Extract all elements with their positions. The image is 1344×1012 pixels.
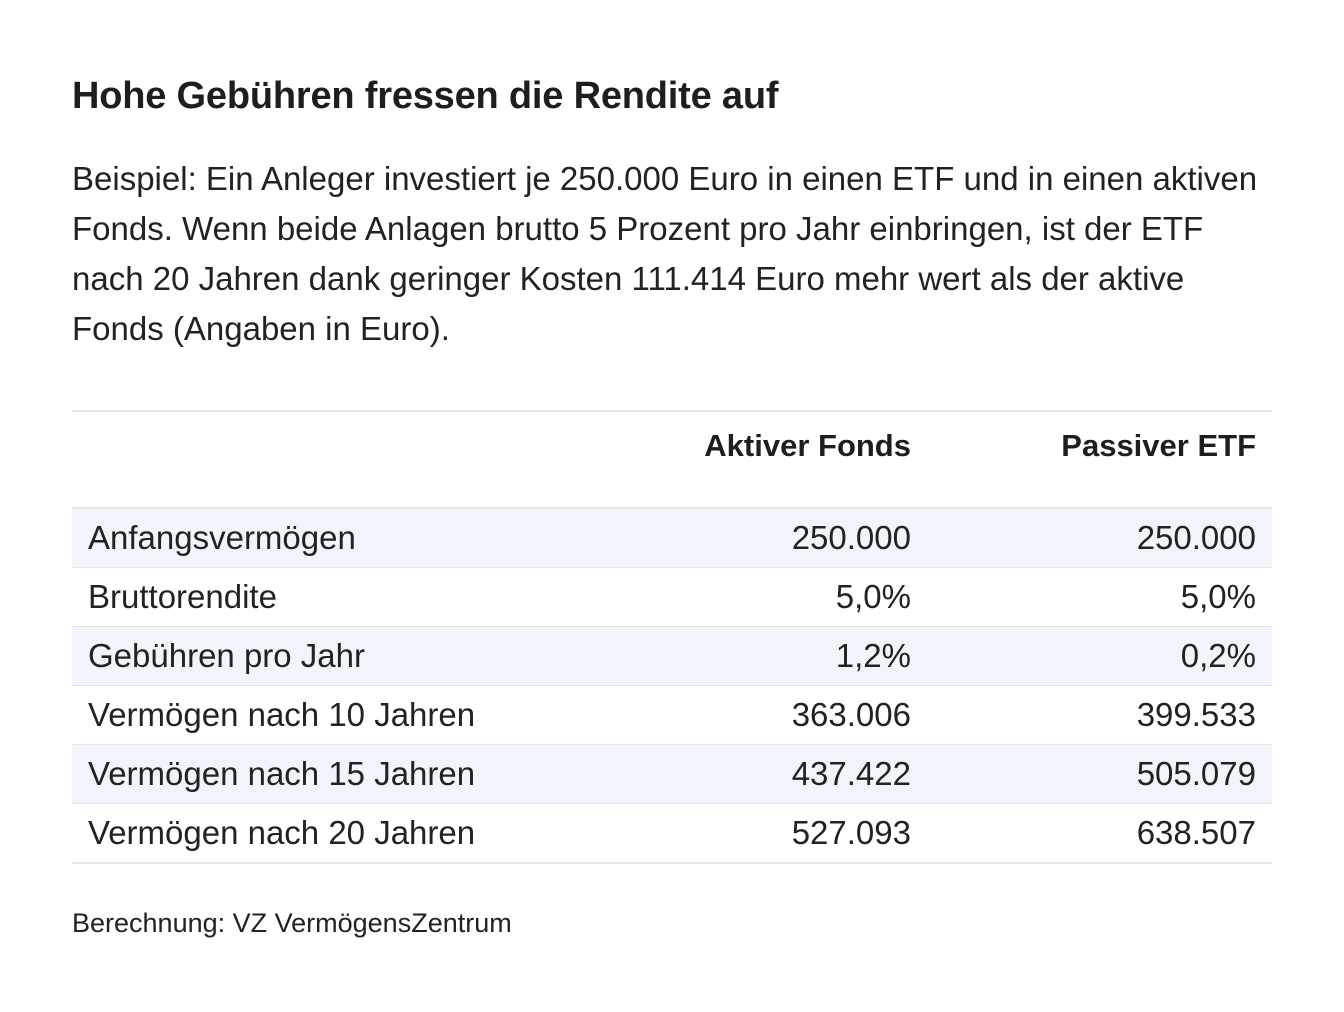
cell-passiver-etf: 250.000 [927,508,1272,568]
cell-aktiver-fonds: 1,2% [642,626,927,686]
source-note: Berechnung: VZ VermögensZentrum [72,908,512,938]
cell-aktiver-fonds: 5,0% [642,567,927,627]
cell-aktiver-fonds: 250.000 [642,508,927,568]
cell-passiver-etf: 0,2% [927,626,1272,686]
row-label: Vermögen nach 15 Jahren [72,744,642,804]
table-row: Anfangsvermögen 250.000 250.000 [72,508,1272,568]
row-label: Vermögen nach 20 Jahren [88,813,476,851]
data-table-wrapper: Aktiver Fonds Passiver ETF Anfangsvermög… [72,410,1272,864]
table-row: Vermögen nach 20 Jahren 527.093 638.507 [72,803,1272,862]
table-row: Gebühren pro Jahr 1,2% 0,2% [72,626,1272,686]
cell-aktiver-fonds: 527.093 [791,813,911,851]
cell-passiver-etf: 399.533 [927,685,1272,745]
table-body: Anfangsvermögen 250.000 250.000 Bruttore… [72,508,1272,862]
cell-passiver-etf: 5,0% [927,567,1272,627]
chart-container: Hohe Gebühren fressen die Rendite auf Be… [72,0,1272,939]
column-header-passiver-etf: Passiver ETF [927,412,1272,509]
table-row: Vermögen nach 10 Jahren 363.006 399.533 [72,685,1272,745]
cell-passiver-etf: 505.079 [927,744,1272,804]
column-header-aktiver-fonds: Aktiver Fonds [642,412,927,509]
chart-title: Hohe Gebühren fressen die Rendite auf [72,75,779,117]
cell-aktiver-fonds: 437.422 [642,744,927,804]
row-label: Anfangsvermögen [72,508,642,568]
cell-passiver-etf: 638.507 [1136,813,1256,851]
row-label: Vermögen nach 10 Jahren [72,685,642,745]
data-table: Aktiver Fonds Passiver ETF Anfangsvermög… [72,412,1272,862]
row-label: Gebühren pro Jahr [72,626,642,686]
cell-aktiver-fonds: 363.006 [642,685,927,745]
table-row: Vermögen nach 15 Jahren 437.422 505.079 [72,744,1272,804]
column-header-label [72,412,642,509]
table-row: Bruttorendite 5,0% 5,0% [72,567,1272,627]
table-header-row: Aktiver Fonds Passiver ETF [72,412,1272,509]
row-label: Bruttorendite [72,567,642,627]
chart-subtitle: Beispiel: Ein Anleger investiert je 250.… [72,160,1258,347]
